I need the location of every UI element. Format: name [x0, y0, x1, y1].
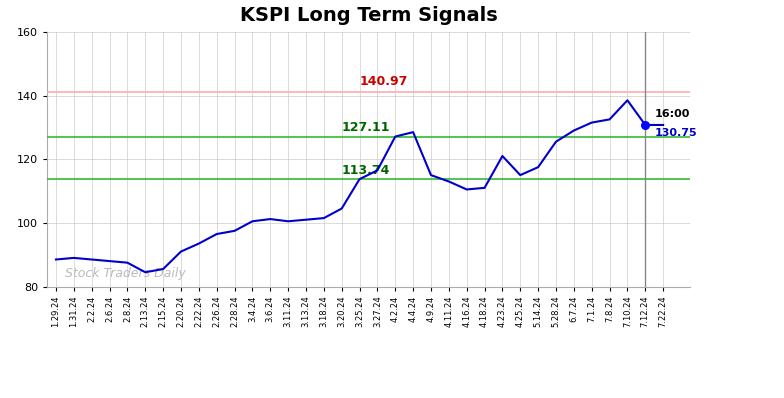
Point	[639, 122, 652, 128]
Text: 113.74: 113.74	[342, 164, 390, 177]
Title: KSPI Long Term Signals: KSPI Long Term Signals	[240, 6, 497, 25]
Text: 127.11: 127.11	[342, 121, 390, 134]
Text: 140.97: 140.97	[360, 75, 408, 88]
Text: Stock Traders Daily: Stock Traders Daily	[65, 267, 186, 280]
Text: 130.75: 130.75	[654, 128, 697, 138]
Text: 16:00: 16:00	[654, 109, 690, 119]
